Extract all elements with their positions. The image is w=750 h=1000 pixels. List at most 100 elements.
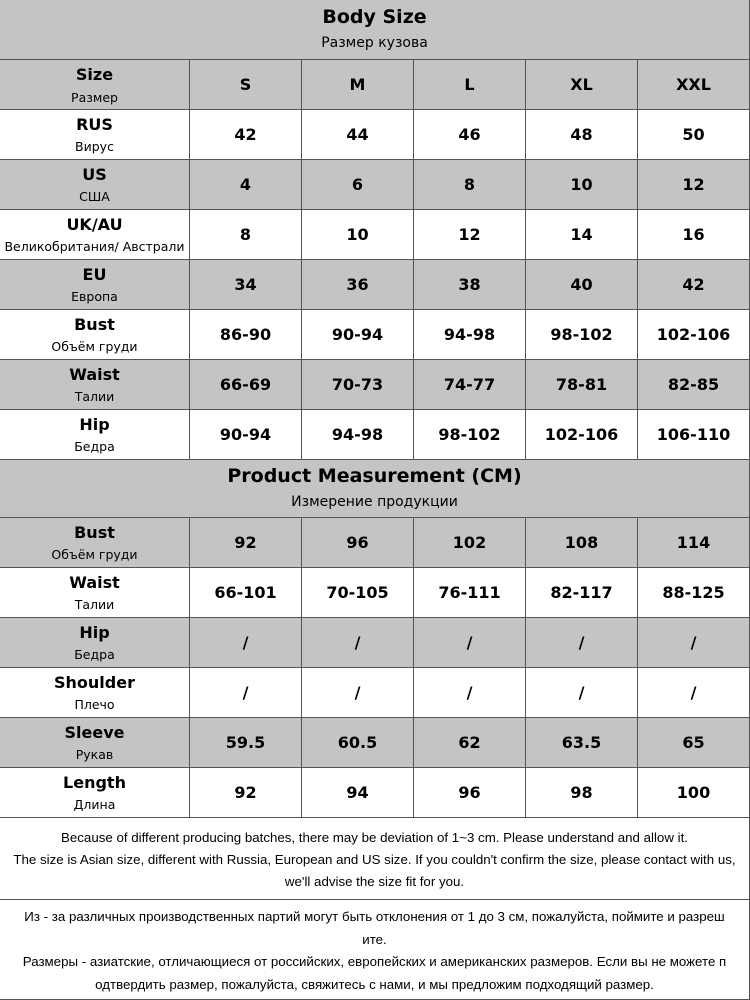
cell-value: 6 (351, 175, 364, 194)
note-line: Because of different producing batches, … (61, 830, 688, 845)
cell-value: / (354, 683, 361, 702)
value-cell: / (414, 618, 526, 668)
section-subtitle: Измерение продукции (291, 494, 458, 510)
note-box: Из - за различных производственных парти… (0, 900, 750, 1000)
value-cell: 76-111 (414, 568, 526, 618)
cell-value: 92 (234, 533, 257, 552)
value-cell: 82-117 (526, 568, 638, 618)
row-label-cell: Bust Объём груди (0, 518, 190, 568)
cell-value: 98 (570, 783, 593, 802)
row-label: Shoulder (54, 673, 135, 692)
cell-value: 34 (234, 275, 257, 294)
row-label-cell: Sleeve Рукав (0, 718, 190, 768)
value-cell: 94 (302, 768, 414, 818)
size-label: XL (570, 75, 593, 94)
section-title: Product Measurement (CM) (227, 465, 522, 487)
value-cell: 94-98 (414, 310, 526, 360)
value-cell: 102 (414, 518, 526, 568)
row-label-cell: RUS Вирус (0, 110, 190, 160)
cell-value: 42 (682, 275, 705, 294)
cell-value: 46 (458, 125, 481, 144)
cell-value: 90-94 (331, 325, 384, 344)
value-cell: / (526, 618, 638, 668)
size-header-cell: XL (526, 60, 638, 110)
cell-value: 96 (458, 783, 481, 802)
value-cell: 42 (638, 260, 750, 310)
row-label-cell: Length Длина (0, 768, 190, 818)
cell-value: 12 (458, 225, 481, 244)
value-cell: / (638, 618, 750, 668)
row-label-cell: US США (0, 160, 190, 210)
row-sublabel: Вирус (75, 139, 114, 154)
row-sublabel: Бедра (74, 439, 115, 454)
value-cell: 86-90 (190, 310, 302, 360)
value-cell: 82-85 (638, 360, 750, 410)
cell-value: 86-90 (219, 325, 272, 344)
cell-value: / (466, 633, 473, 652)
cell-value: 14 (570, 225, 593, 244)
cell-value: / (690, 633, 697, 652)
row-label-cell: Hip Бедра (0, 618, 190, 668)
section-subtitle: Размер кузова (321, 35, 428, 51)
cell-value: 70-105 (326, 583, 389, 602)
row-sublabel: Плечо (74, 697, 115, 712)
cell-value: 96 (346, 533, 369, 552)
row-sublabel: Рукав (75, 747, 114, 762)
row-label: EU (82, 265, 107, 284)
row-label-cell: UK/AU Великобритания/ Австрали (0, 210, 190, 260)
cell-value: / (354, 633, 361, 652)
value-cell: 8 (414, 160, 526, 210)
value-cell: / (190, 618, 302, 668)
cell-value: 48 (570, 125, 593, 144)
row-label-cell: EU Европа (0, 260, 190, 310)
cell-value: / (690, 683, 697, 702)
row-sublabel: Европа (71, 289, 118, 304)
value-cell: 44 (302, 110, 414, 160)
cell-value: 10 (570, 175, 593, 194)
cell-value: 12 (682, 175, 705, 194)
value-cell: 8 (190, 210, 302, 260)
cell-value: 60.5 (337, 733, 378, 752)
value-cell: 12 (638, 160, 750, 210)
cell-value: 82-117 (550, 583, 613, 602)
value-cell: / (526, 668, 638, 718)
value-cell: 108 (526, 518, 638, 568)
cell-value: 78-81 (555, 375, 608, 394)
size-label: L (464, 75, 475, 94)
cell-value: 16 (682, 225, 705, 244)
value-cell: 96 (302, 518, 414, 568)
cell-value: 100 (676, 783, 711, 802)
value-cell: / (302, 668, 414, 718)
row-sublabel: Бедра (74, 647, 115, 662)
cell-value: 94-98 (331, 425, 384, 444)
value-cell: 102-106 (638, 310, 750, 360)
cell-value: 36 (346, 275, 369, 294)
cell-value: 66-101 (214, 583, 277, 602)
size-header-cell: XXL (638, 60, 750, 110)
cell-value: 92 (234, 783, 257, 802)
note-line: Размеры - азиатские, отличающиеся от рос… (22, 954, 727, 969)
value-cell: 34 (190, 260, 302, 310)
value-cell: 70-105 (302, 568, 414, 618)
row-label: US (82, 165, 107, 184)
note-line: The size is Asian size, different with R… (13, 852, 736, 867)
value-cell: 66-101 (190, 568, 302, 618)
value-cell: / (414, 668, 526, 718)
cell-value: 10 (346, 225, 369, 244)
size-label: M (349, 75, 366, 94)
size-label: S (239, 75, 252, 94)
cell-value: / (578, 633, 585, 652)
cell-value: 98-102 (550, 325, 613, 344)
row-sublabel: Талии (74, 389, 115, 404)
value-cell: 70-73 (302, 360, 414, 410)
row-label: Waist (69, 365, 120, 384)
cell-value: 94 (346, 783, 369, 802)
header-label-cell: Size Размер (0, 60, 190, 110)
value-cell: 42 (190, 110, 302, 160)
cell-value: 94-98 (443, 325, 496, 344)
cell-value: 38 (458, 275, 481, 294)
header-sublabel: Размер (71, 90, 118, 105)
row-label-cell: Hip Бедра (0, 410, 190, 460)
cell-value: 102-106 (544, 425, 619, 444)
header-label: Size (75, 65, 114, 84)
